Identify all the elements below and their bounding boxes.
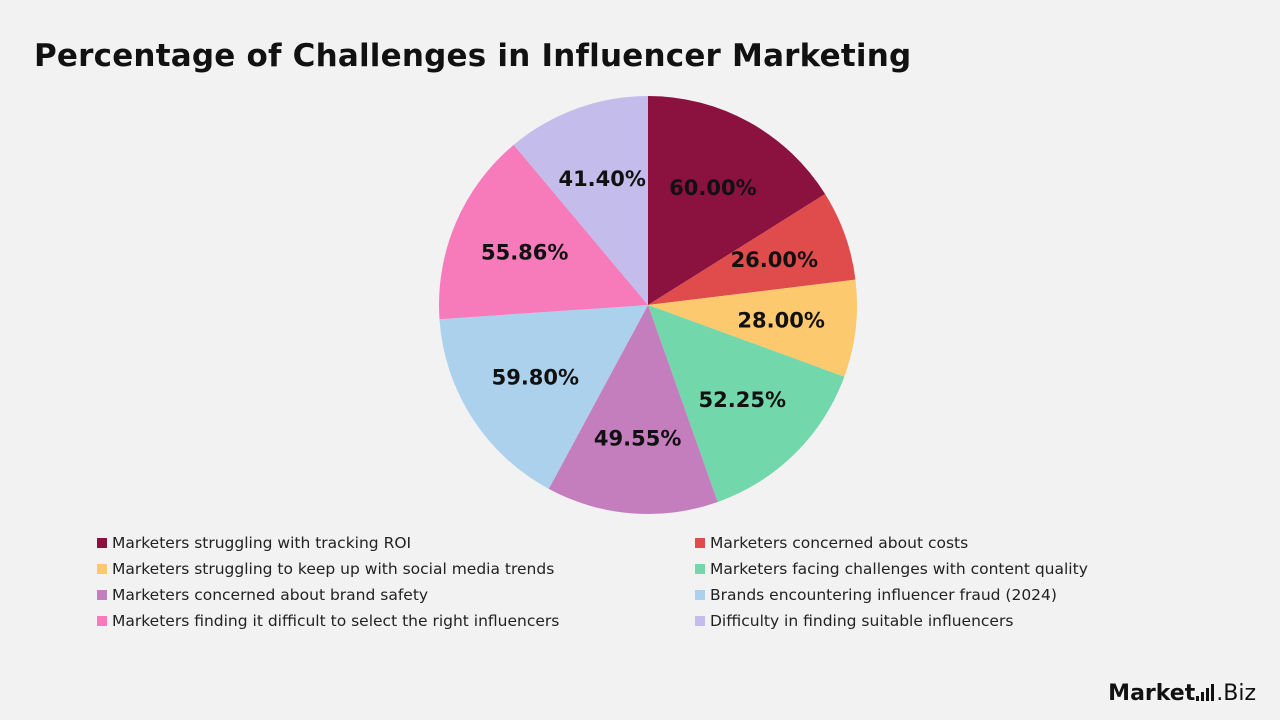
legend-label: Marketers concerned about brand safety xyxy=(112,585,429,604)
legend-swatch xyxy=(97,563,107,574)
legend-label: Marketers facing challenges with content… xyxy=(710,559,1088,578)
slice-label: 26.00% xyxy=(731,248,818,272)
legend-swatch xyxy=(695,589,705,600)
legend-item: Marketers struggling with tracking ROI xyxy=(97,532,695,553)
pie-slice-brands-encountering-influencer-fraud-2024 xyxy=(439,305,648,489)
legend-item: Marketers facing challenges with content… xyxy=(695,558,1197,579)
brand-suffix: .Biz xyxy=(1216,681,1256,706)
pie-slice-difficulty-in-finding-suitable-influencers xyxy=(513,96,648,305)
pie-slice-marketers-finding-it-difficult-to-select-the-right-influencers xyxy=(439,144,648,320)
slice-label: 41.40% xyxy=(558,167,645,191)
legend-swatch xyxy=(97,589,107,600)
legend-label: Difficulty in finding suitable influence… xyxy=(710,611,1014,630)
legend-item: Brands encountering influencer fraud (20… xyxy=(695,584,1197,605)
legend-item: Marketers struggling to keep up with soc… xyxy=(97,558,695,579)
legend-label: Brands encountering influencer fraud (20… xyxy=(710,585,1057,604)
legend-item: Difficulty in finding suitable influence… xyxy=(695,610,1197,631)
brand-logo: Market .Biz xyxy=(1108,681,1256,706)
brand-name: Market xyxy=(1108,681,1196,706)
pie-slice-marketers-concerned-about-brand-safety xyxy=(548,305,718,514)
pie-slice-marketers-struggling-with-tracking-roi xyxy=(648,96,826,305)
pie-slice-marketers-struggling-to-keep-up-with-social-media-trends xyxy=(648,279,857,377)
legend-label: Marketers struggling with tracking ROI xyxy=(112,533,412,552)
chart-title: Percentage of Challenges in Influencer M… xyxy=(34,38,912,74)
bar-chart-icon xyxy=(1196,684,1215,701)
pie-slice-marketers-concerned-about-costs xyxy=(648,194,856,305)
slice-label: 59.80% xyxy=(492,366,579,390)
legend-item: Marketers concerned about brand safety xyxy=(97,584,695,605)
slice-label: 52.25% xyxy=(699,388,786,412)
chart-legend: Marketers struggling with tracking ROI Ma… xyxy=(97,532,1197,631)
legend-label: Marketers struggling to keep up with soc… xyxy=(112,559,555,578)
legend-item: Marketers concerned about costs xyxy=(695,532,1197,553)
pie-slice-marketers-facing-challenges-with-content-quality xyxy=(648,305,845,503)
legend-item: Marketers finding it difficult to select… xyxy=(97,610,695,631)
slice-label: 28.00% xyxy=(737,308,824,332)
legend-swatch xyxy=(695,537,705,548)
legend-label: Marketers finding it difficult to select… xyxy=(112,611,560,630)
slice-label: 55.86% xyxy=(481,241,568,265)
slice-label: 49.55% xyxy=(594,427,681,451)
legend-label: Marketers concerned about costs xyxy=(710,533,969,552)
pie-chart: 60.00% 26.00% 28.00% 52.25% 49.55% 59.80% 55.8… xyxy=(439,96,857,514)
legend-swatch xyxy=(695,563,705,574)
slice-label: 60.00% xyxy=(669,176,756,200)
legend-swatch xyxy=(695,615,705,626)
legend-swatch xyxy=(97,537,107,548)
legend-swatch xyxy=(97,615,107,626)
